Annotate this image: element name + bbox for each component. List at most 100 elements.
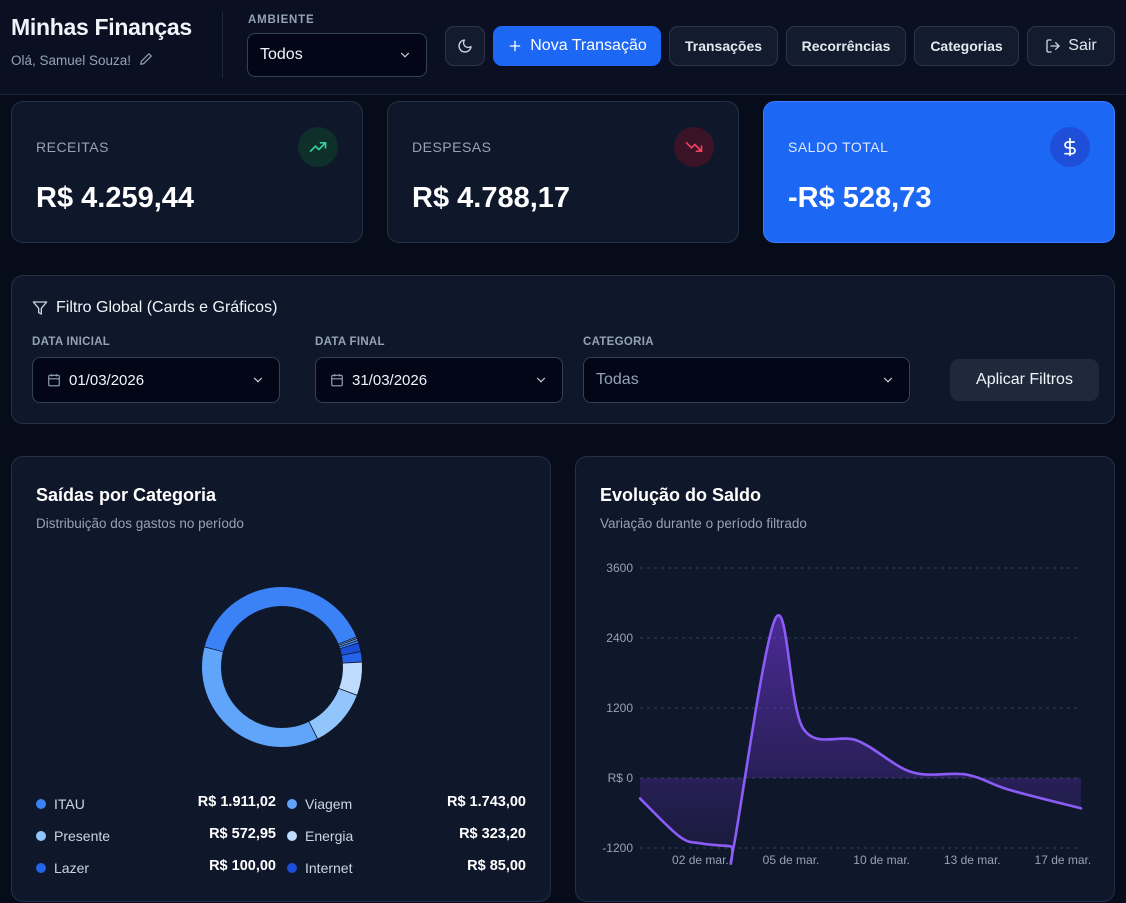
logout-button[interactable]: Sair [1027,26,1115,66]
logout-icon [1046,39,1060,53]
end-date-label: DATA FINAL [315,336,385,348]
environment-select[interactable]: Todos [247,33,427,77]
legend-category-amount: R$ 323,20 [459,826,526,842]
filter-title: Filtro Global (Cards e Gráficos) [32,299,277,317]
balance-chart-panel: Evolução do Saldo Variação durante o per… [575,456,1115,902]
donut-slice[interactable] [340,643,361,655]
trending-down-icon [674,127,714,167]
category-chart-subtitle: Distribuição dos gastos no período [36,516,244,531]
donut-slice[interactable] [339,640,359,649]
donut-slice[interactable] [309,688,357,739]
balance-card: SALDO TOTAL -R$ 528,73 [763,101,1115,243]
theme-toggle-button[interactable] [445,26,485,66]
y-tick-label: R$ 0 [608,771,634,785]
environment-label: AMBIENTE [248,14,315,26]
category-placeholder: Todas [596,371,639,388]
balance-area-chart: 3600 2400 1200 R$ 0 -1200 02 de mar. 05 de mar… [602,561,1092,867]
legend-item: Energia [287,826,353,846]
legend-dot [287,799,297,809]
chevron-down-icon [253,377,263,383]
x-tick-label: 02 de mar. [672,853,729,867]
x-tick-label: 17 de mar. [1035,853,1092,867]
balance-label: SALDO TOTAL [788,139,889,155]
income-card: RECEITAS R$ 4.259,44 [11,101,363,243]
donut-slice[interactable] [341,652,362,663]
header-divider [222,12,223,78]
income-value: R$ 4.259,44 [36,182,195,214]
chevron-down-icon [883,377,893,383]
legend-category-name: Viagem [305,796,353,812]
category-donut-chart [202,587,362,747]
recurrences-button[interactable]: Recorrências [786,26,906,66]
x-tick-label: 13 de mar. [944,853,1001,867]
chevron-down-icon [400,52,410,58]
income-label: RECEITAS [36,139,109,155]
balance-value: -R$ 528,73 [788,182,932,214]
y-tick-label: 1200 [606,701,633,715]
calendar-icon [331,374,343,387]
transactions-label: Transações [684,38,763,54]
end-date-value: 31/03/2026 [352,371,428,389]
plus-icon [509,40,521,52]
x-tick-label: 05 de mar. [763,853,820,867]
chevron-down-icon [536,377,546,383]
legend-dot [287,863,297,873]
legend-category-amount: R$ 85,00 [467,858,526,874]
balance-chart-subtitle: Variação durante o período filtrado [600,516,807,531]
donut-slice[interactable] [338,637,357,645]
category-chart-title: Saídas por Categoria [36,485,217,505]
app-header: Minhas Finanças Olá, Samuel Souza! AMBIE… [0,0,1126,95]
donut-slice[interactable] [204,587,356,652]
donut-slice[interactable] [339,662,362,695]
legend-dot [287,831,297,841]
edit-name-icon[interactable] [139,52,153,69]
new-transaction-label: Nova Transação [530,37,647,54]
legend-item: Viagem [287,794,352,814]
user-greeting: Olá, Samuel Souza! [11,52,153,69]
environment-value: Todos [260,46,303,63]
category-label: CATEGORIA [583,336,654,348]
x-tick-label: 10 de mar. [853,853,910,867]
expenses-card: DESPESAS R$ 4.788,17 [387,101,739,243]
balance-line[interactable] [638,613,1083,865]
transactions-button[interactable]: Transações [669,26,778,66]
apply-filters-label: Aplicar Filtros [976,371,1073,388]
end-date-picker[interactable]: 31/03/2026 [315,357,563,403]
filter-icon [32,301,48,315]
categories-button[interactable]: Categorias [914,26,1019,66]
legend-item: Internet [287,858,352,878]
start-date-label: DATA INICIAL [32,336,111,348]
legend-dot [36,799,46,809]
category-chart-panel: Saídas por Categoria Distribuição dos ga… [11,456,551,902]
categories-label: Categorias [930,38,1003,54]
calendar-icon [48,374,60,387]
trending-up-icon [298,127,338,167]
donut-slice[interactable] [339,638,358,647]
moon-icon [458,39,472,53]
expenses-label: DESPESAS [412,139,492,155]
legend-category-amount: R$ 1.911,02 [197,794,276,810]
expenses-value: R$ 4.788,17 [412,182,571,214]
apply-filters-button[interactable]: Aplicar Filtros [950,359,1099,401]
start-date-value: 01/03/2026 [69,371,145,389]
dollar-icon [1050,127,1090,167]
app-title: Minhas Finanças [11,14,192,40]
new-transaction-button[interactable]: Nova Transação [493,26,661,66]
global-filter-panel: Filtro Global (Cards e Gráficos) DATA IN… [11,275,1115,424]
y-tick-label: 3600 [606,561,633,575]
legend-category-name: Internet [305,860,353,876]
balance-chart-title: Evolução do Saldo [600,485,762,505]
legend-category-name: ITAU [54,796,85,812]
legend-item: ITAU [36,794,85,814]
legend-category-name: Energia [305,828,354,844]
legend-category-name: Lazer [54,860,90,876]
legend-category-amount: R$ 572,95 [209,826,276,842]
legend-dot [36,831,46,841]
legend-category-name: Presente [54,828,111,844]
filter-title-text: Filtro Global (Cards e Gráficos) [56,299,278,316]
donut-slice[interactable] [202,647,318,747]
start-date-picker[interactable]: 01/03/2026 [32,357,280,403]
legend-item: Lazer [36,858,89,878]
category-select[interactable]: Todas [583,357,910,403]
legend-category-amount: R$ 100,00 [209,858,276,874]
